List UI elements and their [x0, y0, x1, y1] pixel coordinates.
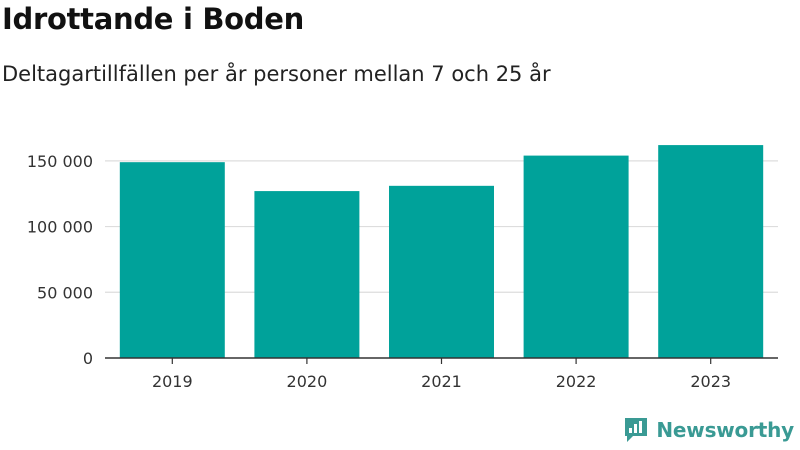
x-tick-label: 2022 [556, 372, 597, 391]
bar-2022 [523, 155, 629, 358]
chart-title: Idrottande i Boden [2, 2, 304, 36]
x-tick-label: 2020 [287, 372, 328, 391]
newsworthy-logo-icon [625, 418, 648, 442]
axes: 0 50 000 100 000 150 000 2019 2020 2021 2022 202… [27, 152, 778, 391]
bar-2023 [658, 145, 764, 358]
y-tick-label: 50 000 [37, 283, 93, 302]
bar-2021 [389, 185, 494, 358]
brand-name: Newsworthy [656, 418, 794, 442]
bar-2019 [119, 162, 225, 358]
y-tick-label: 100 000 [27, 218, 93, 237]
x-tick-label: 2021 [421, 372, 462, 391]
y-tick-label: 0 [83, 349, 93, 368]
bar-2020 [254, 191, 360, 358]
bars [119, 145, 764, 358]
chart-subtitle: Deltagartillfällen per år personer mella… [2, 62, 551, 86]
y-tick-label: 150 000 [27, 152, 93, 171]
x-tick-label: 2019 [152, 372, 193, 391]
brand-logo: Newsworthy [623, 416, 794, 444]
x-tick-label: 2023 [690, 372, 731, 391]
